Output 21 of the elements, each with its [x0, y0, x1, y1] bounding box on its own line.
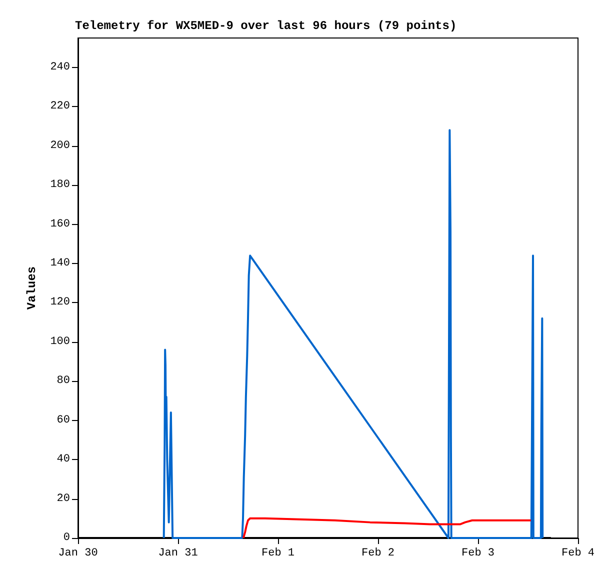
x-tick-label: Feb 4 — [561, 548, 595, 560]
x-tick-label: Feb 2 — [361, 548, 395, 560]
y-tick-label: 160 — [50, 218, 70, 230]
y-tick-label: 180 — [50, 179, 70, 192]
y-axis-title: Values — [25, 266, 39, 310]
y-tick-label: 0 — [63, 532, 70, 544]
x-tick-label: Jan 30 — [58, 548, 98, 560]
x-tick-label: Feb 3 — [461, 548, 495, 560]
y-tick-label: 100 — [50, 336, 70, 348]
y-tick-label: 20 — [56, 492, 70, 505]
y-tick-label: 80 — [56, 375, 70, 388]
chart-title: Telemetry for WX5MED-9 over last 96 hours (79 points) — [75, 19, 457, 33]
y-tick-label: 120 — [50, 296, 70, 309]
y-tick-label: 40 — [56, 454, 70, 466]
x-tick-label: Jan 31 — [158, 548, 198, 560]
y-tick-label: 200 — [50, 140, 70, 152]
y-tick-label: 140 — [50, 257, 70, 270]
y-tick-label: 220 — [50, 100, 70, 113]
y-tick-label: 60 — [56, 414, 70, 426]
y-tick-label: 240 — [50, 61, 70, 74]
x-tick-label: Feb 1 — [261, 548, 295, 560]
